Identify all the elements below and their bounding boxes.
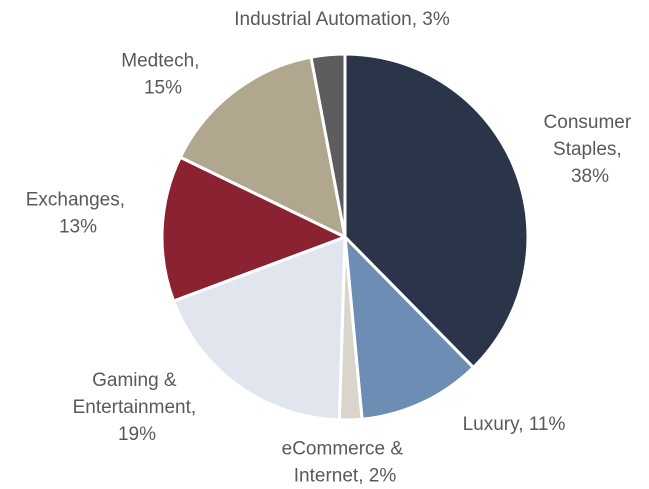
slice-label: eCommerce & Internet, 2%	[282, 439, 409, 487]
label-line: 13%	[59, 217, 97, 238]
label-line: Medtech,	[121, 51, 204, 72]
label-line: Internet, 2%	[294, 466, 397, 487]
label-line: Consumer	[544, 112, 637, 133]
label-line: Industrial Automation, 3%	[234, 9, 450, 30]
slice-label: Luxury, 11%	[463, 414, 566, 435]
pie-slice	[343, 52, 530, 369]
slice-label: Medtech, 15%	[121, 51, 204, 99]
slice-label: Industrial Automation, 3%	[234, 9, 450, 30]
label-line: Staples,	[553, 139, 627, 160]
label-line: 38%	[571, 166, 609, 187]
pie-slice	[160, 155, 347, 303]
pie-slice	[178, 55, 347, 239]
slice-label: Consumer Staples, 38%	[544, 112, 637, 187]
label-line: Luxury, 11%	[463, 414, 566, 435]
pie-slice	[172, 235, 347, 422]
pie-slice	[343, 235, 475, 421]
slice-label: Gaming & Entertainment, 19%	[73, 370, 202, 445]
label-line: Entertainment,	[73, 397, 202, 418]
slice-label: Exchanges, 13%	[26, 190, 131, 238]
pie-slice	[309, 52, 347, 239]
label-line: 19%	[118, 424, 156, 445]
label-line: 15%	[144, 78, 182, 99]
label-line: Exchanges,	[26, 190, 131, 211]
label-line: eCommerce &	[282, 439, 409, 460]
label-line: Gaming &	[92, 370, 182, 391]
